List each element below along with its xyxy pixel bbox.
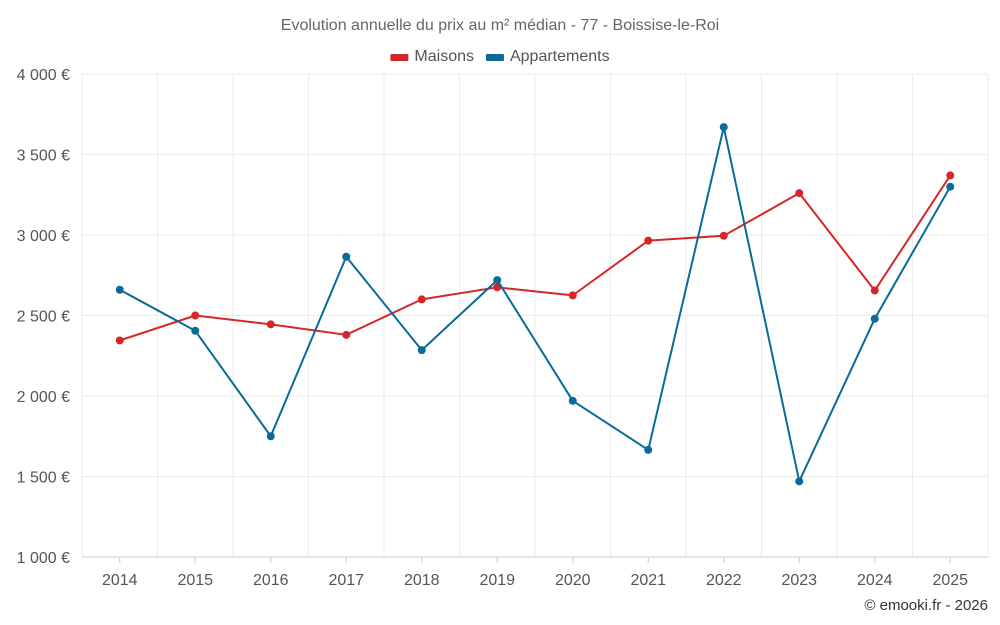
- chart-title: Evolution annuelle du prix au m² médian …: [281, 17, 719, 34]
- series-line: [119, 174, 952, 342]
- y-tick-label: 3 500 €: [17, 148, 70, 165]
- data-point[interactable]: [568, 396, 577, 405]
- data-point[interactable]: [644, 445, 653, 454]
- series-line: [119, 126, 952, 483]
- x-tick-label: 2016: [253, 572, 289, 589]
- y-tick-label: 3 000 €: [17, 228, 70, 245]
- data-point[interactable]: [493, 283, 502, 292]
- legend-item[interactable]: Maisons: [390, 48, 474, 65]
- y-tick-label: 2 000 €: [17, 389, 70, 406]
- legend-swatch: [390, 54, 409, 61]
- data-point[interactable]: [115, 336, 124, 345]
- x-tick-label: 2014: [102, 572, 138, 589]
- series-appartements: [115, 123, 955, 486]
- x-tick-label: 2021: [630, 572, 666, 589]
- x-tick-label: 2018: [404, 572, 440, 589]
- data-point[interactable]: [719, 123, 728, 132]
- data-point[interactable]: [493, 276, 502, 285]
- x-tick-label: 2025: [932, 572, 968, 589]
- data-point[interactable]: [795, 189, 804, 198]
- x-axis: 2014 2015 2016 2017 2018 2019 2020 2021 2022 2023…: [82, 556, 988, 589]
- x-tick-label: 2022: [706, 572, 742, 589]
- data-point[interactable]: [568, 291, 577, 300]
- x-tick-label: 2019: [479, 572, 515, 589]
- legend-item[interactable]: Appartements: [485, 48, 610, 65]
- x-tick-label: 2024: [857, 572, 893, 589]
- data-point[interactable]: [115, 285, 124, 294]
- grid-lines: [81, 73, 989, 557]
- legend-label: Maisons: [414, 48, 474, 65]
- x-tick-label: 2017: [328, 572, 364, 589]
- data-point[interactable]: [342, 330, 351, 339]
- credit-text: © emooki.fr - 2026: [864, 597, 988, 614]
- data-point[interactable]: [946, 171, 955, 180]
- y-tick-label: 2 500 €: [17, 309, 70, 326]
- y-tick-label: 4 000 €: [17, 67, 70, 84]
- series-maisons: [115, 171, 955, 345]
- data-point[interactable]: [342, 252, 351, 261]
- legend: Maisons Appartements: [390, 48, 610, 65]
- y-tick-label: 1 500 €: [17, 470, 70, 487]
- data-point[interactable]: [644, 236, 653, 245]
- data-point[interactable]: [417, 295, 426, 304]
- x-tick-label: 2020: [555, 572, 591, 589]
- data-point[interactable]: [191, 311, 200, 320]
- y-axis: 1 000 € 1 500 € 2 000 € 2 500 € 3 000 € 3 500…: [17, 67, 70, 567]
- data-point[interactable]: [417, 346, 426, 355]
- data-point[interactable]: [266, 320, 275, 329]
- series-layer: [115, 123, 955, 486]
- legend-swatch: [485, 54, 504, 61]
- data-point[interactable]: [795, 477, 804, 486]
- y-tick-label: 1 000 €: [17, 550, 70, 567]
- data-point[interactable]: [191, 326, 200, 335]
- legend-label: Appartements: [510, 48, 610, 65]
- x-tick-label: 2015: [177, 572, 213, 589]
- data-point[interactable]: [266, 432, 275, 441]
- data-point[interactable]: [719, 231, 728, 240]
- data-point[interactable]: [870, 286, 879, 295]
- data-point[interactable]: [870, 314, 879, 323]
- data-point[interactable]: [946, 182, 955, 191]
- x-tick-label: 2023: [781, 572, 817, 589]
